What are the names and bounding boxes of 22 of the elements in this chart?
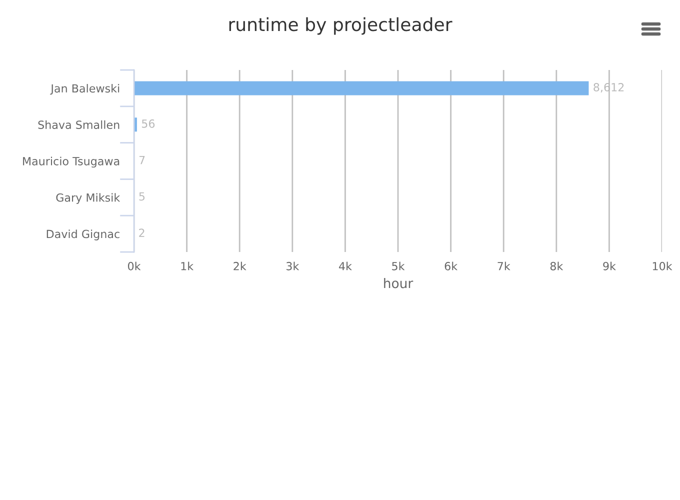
x-tick-label: 10k (652, 262, 672, 270)
x-tick-label: 9k (603, 262, 616, 270)
y-tick-label: Gary Miksik (56, 193, 120, 204)
x-tick-label: 5k (392, 262, 405, 270)
data-label: 7 (139, 156, 145, 164)
data-label: 56 (142, 119, 155, 128)
data-label: 2 (139, 228, 144, 237)
data-label: 5 (139, 192, 145, 201)
x-tick-label: 0k (128, 262, 141, 270)
y-tick-label: Mauricio Tsugawa (23, 156, 120, 168)
x-tick-label: 8k (550, 262, 564, 270)
y-tick-label: Jan Balewski (50, 84, 120, 95)
x-tick-label: 1k (181, 262, 194, 270)
x-tick-label: 6k (444, 262, 458, 270)
y-tick-label: David Gignac (46, 230, 120, 240)
x-axis-title: hour (384, 278, 414, 288)
x-tick-label: 7k (498, 262, 510, 270)
y-tick-label: Shava Smallen (38, 120, 120, 129)
chart-title: runtime by projectleader (229, 17, 452, 35)
x-tick-label: 3k (286, 262, 300, 270)
x-tick-label: 2k (234, 262, 246, 270)
x-tick-label: 4k (338, 262, 352, 270)
